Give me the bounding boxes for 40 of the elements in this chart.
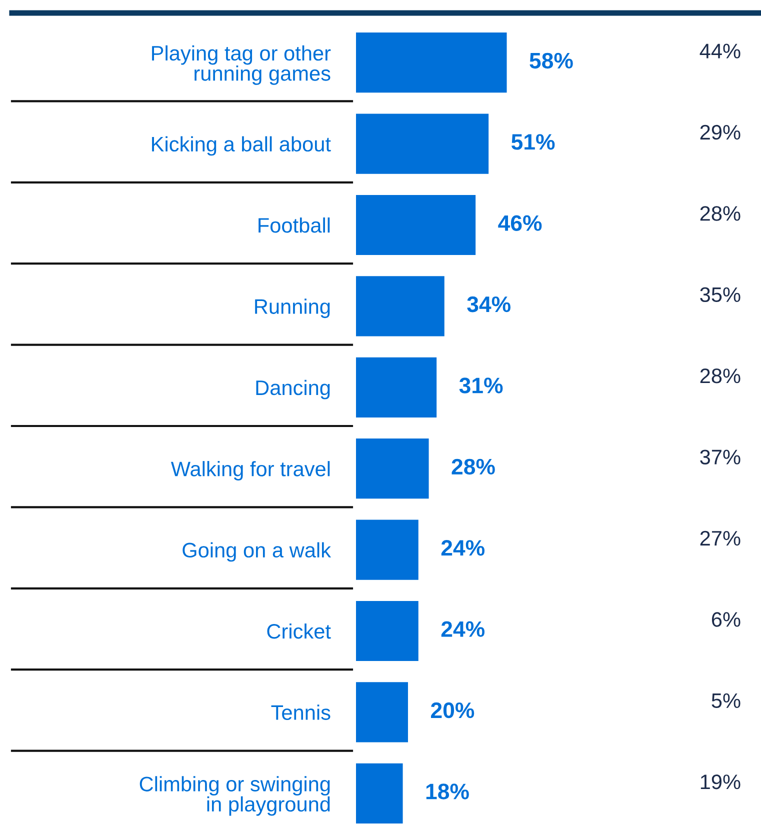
data-label: 19% bbox=[700, 774, 740, 790]
bar bbox=[356, 682, 408, 742]
y-tick-label: Walking for travel bbox=[170, 461, 330, 480]
y-tick-label: Climbing or swinging in playground bbox=[140, 776, 330, 816]
bar bbox=[356, 520, 418, 580]
data-label: 29% bbox=[700, 124, 740, 140]
bar bbox=[356, 600, 418, 662]
data-label: 31% bbox=[459, 378, 503, 394]
bar bbox=[356, 114, 489, 174]
y-tick-label: Running bbox=[255, 298, 330, 318]
y-tick-label: Tennis bbox=[271, 704, 330, 720]
data-label: 58% bbox=[530, 52, 573, 69]
data-label: 44% bbox=[700, 44, 740, 58]
bar bbox=[356, 357, 437, 418]
bar bbox=[356, 32, 507, 93]
data-label: 24% bbox=[441, 621, 484, 637]
data-label: 24% bbox=[441, 540, 484, 556]
data-label: 6% bbox=[712, 612, 740, 627]
data-label: 28% bbox=[700, 206, 740, 221]
y-tick-label: Going on a walk bbox=[182, 542, 332, 562]
data-label: 51% bbox=[511, 134, 555, 150]
y-tick-label: Kicking a ball about bbox=[152, 136, 331, 156]
data-label: 5% bbox=[712, 693, 740, 708]
bar bbox=[356, 194, 476, 256]
bar bbox=[356, 763, 403, 824]
data-label: 34% bbox=[467, 296, 510, 312]
bar bbox=[356, 438, 429, 499]
data-label: 35% bbox=[700, 287, 740, 302]
y-tick-label: Playing tag or other running games bbox=[152, 45, 331, 85]
data-label: 28% bbox=[452, 458, 495, 475]
data-label: 20% bbox=[430, 702, 474, 718]
data-label: 28% bbox=[700, 368, 740, 384]
data-label: 37% bbox=[700, 450, 740, 464]
data-label: 27% bbox=[700, 530, 740, 546]
bar bbox=[356, 276, 444, 336]
data-label: 18% bbox=[426, 784, 469, 800]
y-tick-label: Football bbox=[258, 217, 330, 233]
data-label: 46% bbox=[498, 215, 542, 231]
y-tick-label: Dancing bbox=[256, 380, 330, 400]
y-tick-label: Cricket bbox=[267, 623, 331, 639]
